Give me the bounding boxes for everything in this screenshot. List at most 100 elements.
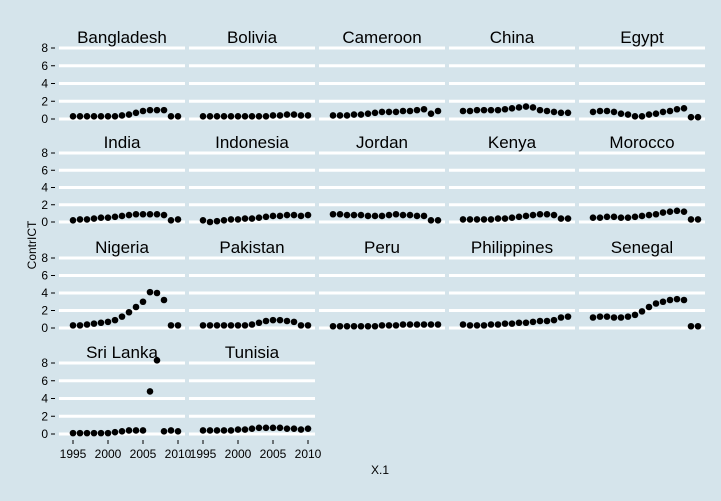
panel-senegal: Senegal [579,238,705,330]
data-point [174,322,182,329]
data-point [515,104,523,111]
data-point [624,111,632,118]
data-point [241,113,249,120]
x-tick-label: 2000 [225,447,252,461]
data-point [589,108,597,116]
data-point [420,321,428,328]
x-tick-label: 2005 [130,447,157,461]
data-point [687,216,695,223]
data-point [132,109,140,117]
data-point [290,111,298,118]
data-point [427,321,435,328]
data-point [174,216,182,223]
data-point [269,316,277,324]
y-tick-label: 8 [41,251,48,265]
data-point [501,320,509,327]
panel-kenya: Kenya [449,133,575,224]
x-tick-label: 1995 [60,447,87,461]
data-point [603,107,611,115]
data-point [557,215,565,222]
data-point [522,212,530,220]
data-point [220,113,228,120]
data-point [459,107,467,115]
data-point [199,216,207,224]
data-point [213,217,221,225]
data-point [146,388,154,395]
data-point [399,211,407,219]
data-point [631,311,639,319]
data-point [276,112,284,119]
data-point [241,215,249,222]
x-tick-label: 1995 [190,447,217,461]
data-point [652,300,660,307]
panel-sri-lanka: Sri Lanka [59,343,185,437]
data-point [529,318,537,326]
data-point [199,113,207,120]
panel-bangladesh: Bangladesh [59,28,185,121]
data-point [617,314,625,321]
data-point [206,322,214,329]
data-point [694,113,702,121]
panel-title: Sri Lanka [86,343,158,362]
data-point [624,214,632,221]
data-point [174,428,182,435]
data-point [673,207,681,215]
data-point [206,113,214,120]
data-point [508,105,516,112]
data-point [199,427,207,434]
data-point [550,211,558,219]
panel-title: Bolivia [227,28,278,47]
data-point [262,317,270,325]
data-point [659,108,667,116]
data-point [336,112,344,119]
x-tick-label: 2010 [295,447,322,461]
data-point [385,211,393,219]
data-point [420,212,428,220]
data-point [90,113,98,120]
data-point [557,314,565,321]
data-point [589,214,597,221]
data-point [420,105,428,113]
data-point [69,113,77,120]
data-point [434,216,442,224]
panel-nigeria: Nigeria [59,238,185,330]
data-point [241,322,249,329]
data-point [329,112,337,119]
y-tick-label: 6 [41,163,48,177]
data-point [269,112,277,119]
data-point [427,110,435,117]
data-point [206,218,214,226]
data-point [357,211,365,219]
data-point [234,216,242,223]
data-point [220,216,228,224]
data-point [378,212,386,220]
data-point [378,108,386,116]
data-point [564,313,572,320]
data-point [234,426,242,433]
data-point [248,321,256,328]
data-point [83,216,91,223]
data-point [69,429,77,437]
data-point [631,113,639,120]
data-point [557,109,565,117]
data-point [357,111,365,118]
y-tick-label: 8 [41,41,48,55]
y-tick-label: 4 [41,181,48,195]
data-point [596,214,604,221]
data-point [329,210,337,218]
y-tick-label: 6 [41,374,48,388]
data-point [550,316,558,324]
panel-egypt: Egypt [579,28,705,121]
y-tick-label: 2 [41,409,48,423]
data-point [111,428,119,436]
data-point [234,322,242,329]
data-point [336,210,344,218]
data-point [673,105,681,113]
panel-bolivia: Bolivia [189,28,315,121]
data-point [624,313,632,320]
data-point [550,108,558,116]
data-point [248,113,256,120]
data-point [76,322,84,329]
data-point [494,106,502,114]
data-point [364,110,372,117]
